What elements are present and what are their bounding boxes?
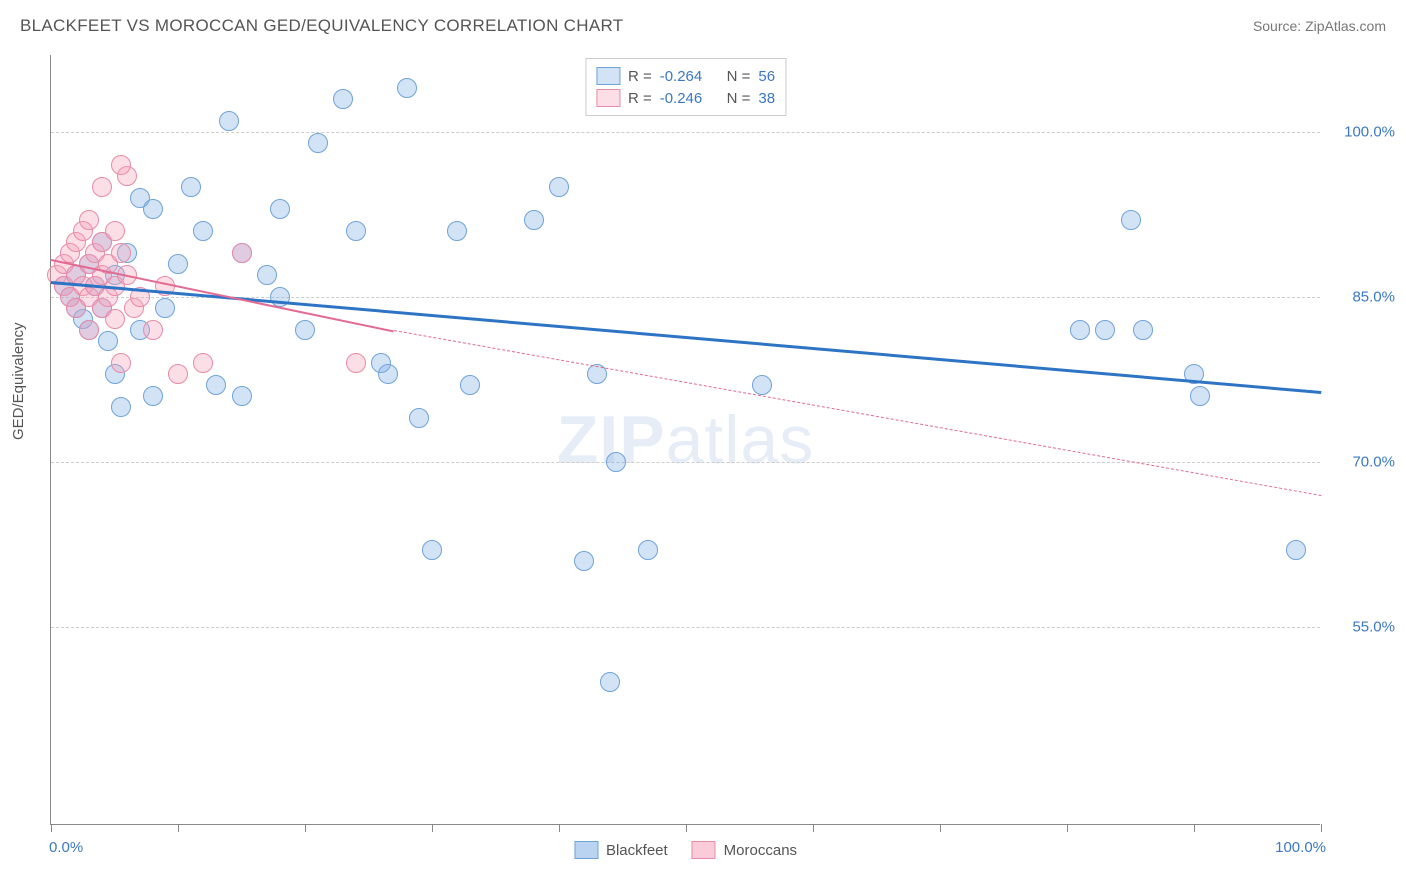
legend-n-value: 38	[758, 90, 775, 107]
data-point	[346, 221, 366, 241]
data-point	[295, 320, 315, 340]
data-point	[143, 386, 163, 406]
data-point	[409, 408, 429, 428]
x-tick	[1067, 824, 1068, 832]
data-point	[397, 78, 417, 98]
legend-r-value: -0.264	[660, 68, 703, 85]
gridline	[51, 462, 1320, 463]
data-point	[308, 133, 328, 153]
x-tick	[940, 824, 941, 832]
y-tick-label: 100.0%	[1325, 124, 1395, 141]
legend-label: Blackfeet	[606, 842, 668, 859]
data-point	[111, 397, 131, 417]
data-point	[447, 221, 467, 241]
y-tick-label: 55.0%	[1325, 619, 1395, 636]
x-tick-label: 100.0%	[1261, 839, 1326, 856]
data-point	[219, 111, 239, 131]
legend-row: R = -0.264 N = 56	[596, 65, 775, 87]
legend-r-label: R =	[628, 68, 652, 85]
data-point	[1190, 386, 1210, 406]
data-point	[422, 540, 442, 560]
data-point	[574, 551, 594, 571]
legend-r-value: -0.246	[660, 90, 703, 107]
data-point	[333, 89, 353, 109]
x-tick	[559, 824, 560, 832]
y-axis-label: GED/Equivalency	[10, 322, 27, 440]
legend-n-label: N =	[727, 90, 751, 107]
x-tick	[305, 824, 306, 832]
data-point	[1286, 540, 1306, 560]
data-point	[1095, 320, 1115, 340]
legend-row: R = -0.246 N = 38	[596, 87, 775, 109]
data-point	[111, 243, 131, 263]
data-point	[1070, 320, 1090, 340]
watermark: ZIPatlas	[557, 401, 814, 479]
data-point	[1121, 210, 1141, 230]
data-point	[193, 353, 213, 373]
legend-item: Moroccans	[692, 841, 797, 859]
x-tick	[686, 824, 687, 832]
x-tick	[1194, 824, 1195, 832]
legend-swatch	[596, 89, 620, 107]
data-point	[155, 298, 175, 318]
data-point	[111, 155, 131, 175]
data-point	[1133, 320, 1153, 340]
chart-title: BLACKFEET VS MOROCCAN GED/EQUIVALENCY CO…	[20, 16, 623, 36]
x-tick-label: 0.0%	[49, 839, 83, 856]
data-point	[752, 375, 772, 395]
legend-label: Moroccans	[724, 842, 797, 859]
data-point	[600, 672, 620, 692]
regression-line	[394, 330, 1321, 496]
data-point	[232, 243, 252, 263]
data-point	[460, 375, 480, 395]
legend-n-label: N =	[727, 68, 751, 85]
y-tick-label: 70.0%	[1325, 454, 1395, 471]
data-point	[232, 386, 252, 406]
scatter-plot-area: ZIPatlas 55.0%70.0%85.0%100.0%0.0%100.0%…	[50, 55, 1320, 825]
gridline	[51, 627, 1320, 628]
data-point	[105, 221, 125, 241]
x-tick	[1321, 824, 1322, 832]
data-point	[79, 210, 99, 230]
data-point	[168, 254, 188, 274]
data-point	[606, 452, 626, 472]
source-label: Source: ZipAtlas.com	[1253, 18, 1386, 34]
legend-swatch	[574, 841, 598, 859]
legend-item: Blackfeet	[574, 841, 668, 859]
legend-swatch	[596, 67, 620, 85]
data-point	[79, 320, 99, 340]
x-tick	[178, 824, 179, 832]
data-point	[524, 210, 544, 230]
data-point	[549, 177, 569, 197]
legend-n-value: 56	[758, 68, 775, 85]
data-point	[206, 375, 226, 395]
legend-r-label: R =	[628, 90, 652, 107]
chart-header: BLACKFEET VS MOROCCAN GED/EQUIVALENCY CO…	[20, 16, 1386, 36]
legend-swatch	[692, 841, 716, 859]
data-point	[111, 353, 131, 373]
x-tick	[813, 824, 814, 832]
data-point	[638, 540, 658, 560]
data-point	[98, 331, 118, 351]
correlation-legend: R = -0.264 N = 56R = -0.246 N = 38	[585, 58, 786, 116]
data-point	[92, 177, 112, 197]
data-point	[378, 364, 398, 384]
data-point	[346, 353, 366, 373]
y-tick-label: 85.0%	[1325, 289, 1395, 306]
data-point	[193, 221, 213, 241]
data-point	[143, 199, 163, 219]
series-legend: Blackfeet Moroccans	[574, 841, 797, 859]
data-point	[270, 199, 290, 219]
data-point	[105, 309, 125, 329]
data-point	[143, 320, 163, 340]
data-point	[168, 364, 188, 384]
data-point	[181, 177, 201, 197]
data-point	[257, 265, 277, 285]
gridline	[51, 132, 1320, 133]
x-tick	[51, 824, 52, 832]
x-tick	[432, 824, 433, 832]
